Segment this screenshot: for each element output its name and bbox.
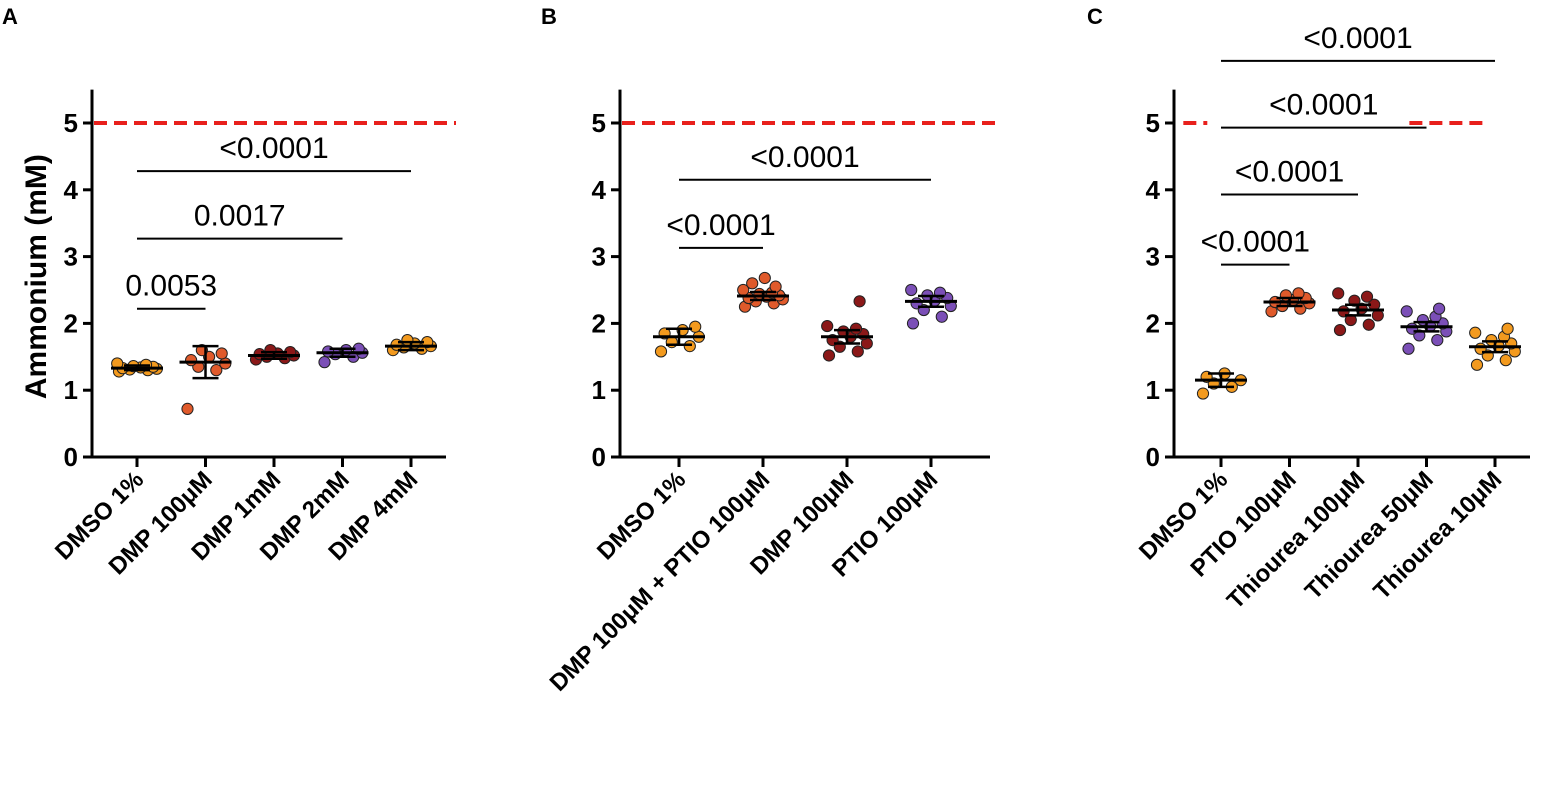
- y-axis-title: Ammonium (mM): [20, 154, 53, 399]
- data-point: [821, 319, 834, 333]
- significance-label: <0.0001: [1303, 22, 1412, 55]
- data-point: [935, 310, 948, 323]
- data-point: [1402, 342, 1415, 355]
- data-point: [1362, 318, 1375, 331]
- data-point: [822, 349, 836, 362]
- data-point: [318, 356, 331, 369]
- data-point: [769, 280, 782, 293]
- data-point: [654, 345, 668, 358]
- y-tick-label: 1: [592, 375, 606, 405]
- data-point: [185, 354, 198, 367]
- significance-label: <0.0001: [666, 209, 775, 242]
- y-tick-label: 4: [1146, 175, 1161, 205]
- y-tick-label: 5: [592, 108, 606, 138]
- data-point: [851, 345, 864, 358]
- panel-letter: B: [541, 4, 557, 29]
- data-point: [1431, 334, 1444, 347]
- significance-label: <0.0001: [1201, 226, 1310, 259]
- y-tick-label: 2: [64, 308, 78, 338]
- y-tick-label: 3: [1146, 242, 1160, 272]
- data-point: [210, 364, 223, 377]
- data-point: [1360, 290, 1374, 303]
- data-point: [849, 322, 863, 335]
- data-point: [1433, 302, 1446, 315]
- y-tick-label: 3: [592, 242, 606, 272]
- data-point: [853, 295, 866, 308]
- data-point: [683, 340, 696, 353]
- data-point: [689, 320, 702, 333]
- data-point: [1469, 326, 1482, 339]
- data-point: [1332, 287, 1345, 300]
- data-point: [1499, 354, 1512, 367]
- panel-letter: A: [2, 4, 18, 29]
- data-point: [746, 277, 759, 290]
- category-label: Thiourea 10μM: [1368, 466, 1507, 605]
- y-tick-label: 5: [1146, 108, 1160, 138]
- data-point: [1501, 322, 1514, 335]
- y-tick-label: 0: [1146, 442, 1160, 472]
- significance-label: 0.0053: [125, 270, 217, 303]
- y-tick-label: 1: [64, 375, 78, 405]
- y-tick-label: 0: [64, 442, 78, 472]
- data-point: [906, 317, 920, 330]
- data-point: [1333, 323, 1347, 337]
- significance-label: <0.0001: [219, 132, 328, 165]
- data-point: [758, 271, 771, 285]
- y-tick-label: 4: [64, 175, 79, 205]
- y-tick-label: 3: [64, 242, 78, 272]
- y-tick-label: 1: [1146, 375, 1160, 405]
- significance-label: <0.0001: [1235, 155, 1344, 188]
- significance-label: 0.0017: [194, 200, 286, 233]
- data-point: [905, 283, 918, 297]
- data-point: [1400, 305, 1413, 318]
- data-point: [1196, 387, 1210, 400]
- panel-letter: C: [1087, 4, 1103, 29]
- y-tick-label: 2: [592, 308, 606, 338]
- data-point: [215, 347, 228, 360]
- y-tick-label: 5: [64, 108, 78, 138]
- y-tick-label: 4: [592, 175, 607, 205]
- significance-label: <0.0001: [750, 141, 859, 174]
- significance-label: <0.0001: [1269, 89, 1378, 122]
- data-point: [181, 402, 194, 416]
- data-point: [1470, 358, 1484, 371]
- y-tick-label: 0: [592, 442, 606, 472]
- y-tick-label: 2: [1146, 308, 1160, 338]
